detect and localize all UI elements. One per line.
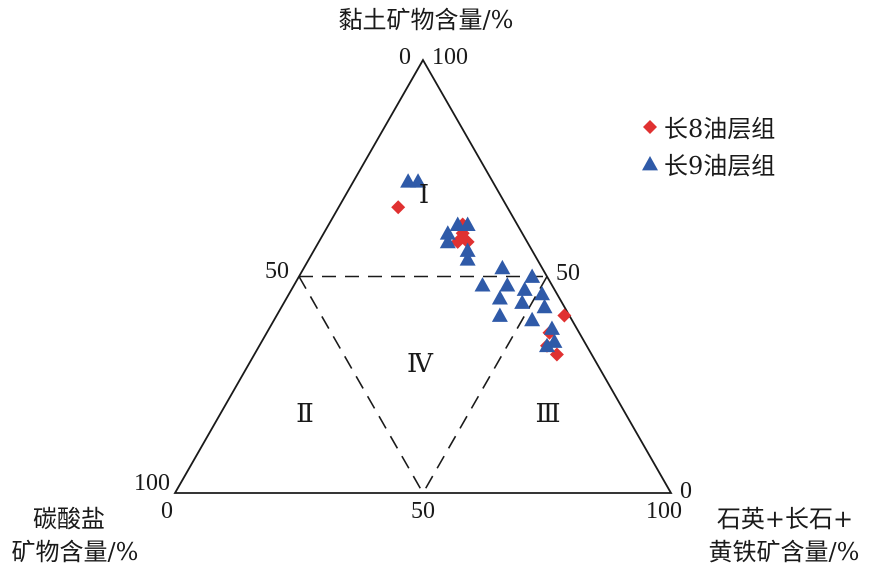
data-point-triangle (494, 259, 511, 275)
data-point-triangle (491, 290, 508, 305)
tick-label-apex-100: 100 (432, 44, 468, 70)
data-point-triangle (524, 311, 541, 327)
tick-label-base-50: 50 (411, 498, 435, 524)
data-point-triangle (539, 337, 555, 353)
legend-label-series-1: 长8油层组 (664, 115, 775, 143)
zone-label-II: Ⅱ (296, 399, 314, 428)
zone-divider-left (298, 276, 424, 494)
data-point-triangle (499, 277, 516, 292)
axis-title-left-line2: 矿物含量/% (12, 538, 139, 566)
tick-label-left-0: 0 (161, 498, 173, 524)
data-point-triangle (534, 285, 551, 301)
data-point-triangle (459, 242, 476, 257)
axis-title-top: 黏土矿物含量/% (339, 6, 514, 34)
data-point-triangle (459, 216, 476, 231)
data-point-diamond (460, 234, 475, 249)
data-point-triangle (491, 307, 508, 322)
zone-label-IV: Ⅳ (407, 349, 434, 378)
data-point-triangle (536, 298, 553, 314)
data-point-diamond (557, 308, 572, 323)
zone-label-I: Ⅰ (419, 180, 429, 209)
tick-label-apex-0: 0 (399, 44, 411, 70)
data-point-triangle (543, 320, 560, 335)
data-point-triangle (524, 268, 541, 283)
zone-divider-right (422, 276, 548, 494)
axis-title-right-line2: 黄铁矿含量/% (709, 538, 860, 566)
data-point-triangle (439, 233, 456, 249)
data-point-triangle (514, 294, 531, 309)
legend-label-series-2: 长9油层组 (664, 152, 775, 180)
data-point-triangle (474, 277, 491, 292)
legend-marker-series-2 (642, 156, 658, 171)
data-point-triangle (439, 225, 456, 240)
legend-marker-series-1 (643, 120, 657, 134)
tick-label-left-100: 100 (134, 470, 170, 496)
data-point-triangle (459, 251, 476, 266)
zone-label-III: Ⅲ (535, 399, 560, 428)
legend: 长8油层组 长9油层组 (642, 115, 775, 180)
tick-label-right-50: 50 (556, 260, 580, 286)
data-point-triangle (516, 281, 533, 296)
data-point-triangle (410, 173, 427, 188)
series-2-points (400, 173, 563, 353)
tick-label-right-100: 100 (646, 498, 682, 524)
tick-label-right-0: 0 (680, 478, 692, 504)
legend-diamond-marker (643, 120, 657, 134)
legend-triangle-marker (642, 156, 658, 171)
tick-label-left-50: 50 (265, 258, 289, 284)
data-point-diamond (391, 200, 406, 215)
axis-title-left-line1: 碳酸盐 (33, 505, 105, 533)
axis-title-right-line1: 石英+长石+ (717, 505, 853, 533)
